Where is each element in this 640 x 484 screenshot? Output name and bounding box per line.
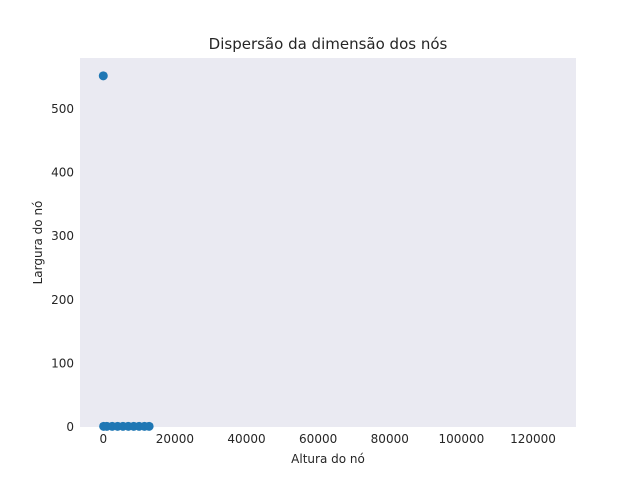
x-tick-label: 80000 <box>371 432 409 446</box>
x-tick-label: 60000 <box>299 432 337 446</box>
y-tick-label: 500 <box>51 102 74 116</box>
y-tick-label: 200 <box>51 293 74 307</box>
axis-ticks: 0 20000 40000 60000 80000 100000 120000 0 100 200… <box>51 102 556 446</box>
plot-area <box>80 58 576 427</box>
y-axis-label: Largura do nó <box>31 201 45 285</box>
x-axis-label: Altura do nó <box>291 452 365 466</box>
x-tick-label: 0 <box>99 432 107 446</box>
y-tick-label: 300 <box>51 229 74 243</box>
x-tick-label: 40000 <box>227 432 265 446</box>
y-tick-label: 100 <box>51 356 74 370</box>
x-tick-label: 20000 <box>156 432 194 446</box>
y-tick-label: 400 <box>51 166 74 180</box>
chart-title: Dispersão da dimensão dos nós <box>209 35 448 53</box>
x-tick-label: 100000 <box>438 432 484 446</box>
data-points <box>98 71 154 431</box>
x-tick-label: 120000 <box>510 432 556 446</box>
scatter-point <box>144 421 154 431</box>
scatter-point <box>98 71 108 81</box>
y-tick-label: 0 <box>66 420 74 434</box>
